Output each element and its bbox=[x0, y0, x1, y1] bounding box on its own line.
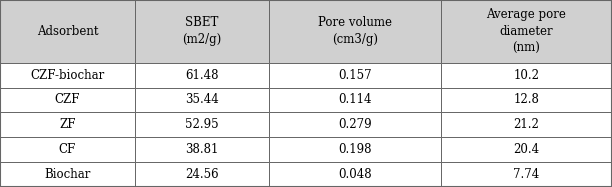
Bar bbox=[269, 112, 441, 137]
Text: CZF: CZF bbox=[54, 94, 80, 106]
Bar bbox=[135, 112, 269, 137]
Text: Pore volume
(cm3/g): Pore volume (cm3/g) bbox=[318, 16, 392, 46]
Text: CF: CF bbox=[59, 143, 76, 156]
Bar bbox=[441, 63, 612, 88]
Bar bbox=[135, 63, 269, 88]
Bar bbox=[0, 137, 135, 162]
Bar bbox=[0, 112, 135, 137]
Text: 0.198: 0.198 bbox=[338, 143, 371, 156]
Bar bbox=[135, 162, 269, 187]
Text: 10.2: 10.2 bbox=[513, 69, 539, 82]
Text: 21.2: 21.2 bbox=[513, 118, 539, 131]
Bar bbox=[0, 0, 135, 63]
Bar bbox=[269, 137, 441, 162]
Bar bbox=[135, 88, 269, 112]
Text: SBET
(m2/g): SBET (m2/g) bbox=[182, 16, 222, 46]
Text: CZF-biochar: CZF-biochar bbox=[30, 69, 105, 82]
Bar bbox=[0, 162, 135, 187]
Text: 0.114: 0.114 bbox=[338, 94, 371, 106]
Bar bbox=[269, 162, 441, 187]
Bar bbox=[269, 0, 441, 63]
Text: 0.048: 0.048 bbox=[338, 168, 371, 181]
Bar bbox=[441, 162, 612, 187]
Bar bbox=[0, 88, 135, 112]
Text: 35.44: 35.44 bbox=[185, 94, 219, 106]
Text: 61.48: 61.48 bbox=[185, 69, 218, 82]
Text: Average pore
diameter
(nm): Average pore diameter (nm) bbox=[487, 8, 566, 55]
Bar bbox=[441, 88, 612, 112]
Bar bbox=[441, 0, 612, 63]
Bar bbox=[135, 137, 269, 162]
Bar bbox=[441, 137, 612, 162]
Text: 0.279: 0.279 bbox=[338, 118, 371, 131]
Bar bbox=[269, 63, 441, 88]
Bar bbox=[441, 112, 612, 137]
Bar bbox=[269, 88, 441, 112]
Text: 38.81: 38.81 bbox=[185, 143, 218, 156]
Text: 52.95: 52.95 bbox=[185, 118, 218, 131]
Text: 20.4: 20.4 bbox=[513, 143, 539, 156]
Text: 24.56: 24.56 bbox=[185, 168, 218, 181]
Bar bbox=[0, 63, 135, 88]
Text: Adsorbent: Adsorbent bbox=[37, 25, 98, 38]
Bar bbox=[135, 0, 269, 63]
Text: ZF: ZF bbox=[59, 118, 75, 131]
Text: 0.157: 0.157 bbox=[338, 69, 371, 82]
Text: 7.74: 7.74 bbox=[513, 168, 539, 181]
Text: Biochar: Biochar bbox=[44, 168, 91, 181]
Text: 12.8: 12.8 bbox=[513, 94, 539, 106]
